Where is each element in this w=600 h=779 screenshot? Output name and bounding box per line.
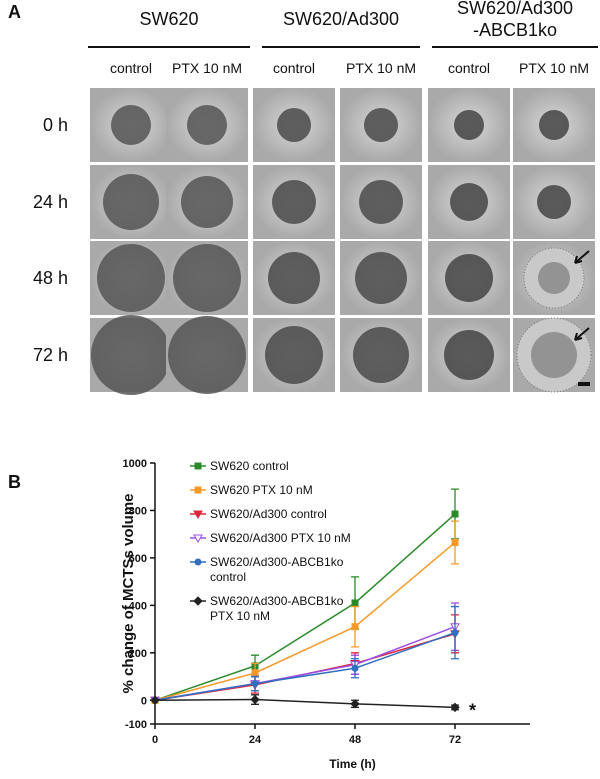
spheroid — [181, 176, 233, 228]
panel-label: A — [8, 2, 21, 22]
marker — [150, 695, 160, 705]
y-tick-label: 0 — [141, 695, 147, 707]
spheroid — [538, 262, 570, 294]
y-tick-label: 600 — [129, 553, 147, 565]
marker — [250, 694, 260, 705]
arrow — [574, 327, 590, 341]
line — [154, 626, 456, 702]
legend-label: SW620 control — [210, 459, 289, 473]
annotation: * — [469, 700, 476, 720]
x-axis-label: Time (h) — [329, 757, 375, 771]
marker — [451, 510, 459, 518]
legend-label: SW620/Ad300 PTX 10 nM — [210, 531, 351, 545]
spheroid — [531, 332, 577, 378]
legend-marker — [193, 596, 203, 606]
row-label: 24 h — [33, 192, 68, 212]
spheroid — [265, 326, 323, 384]
series — [150, 694, 460, 713]
marker — [351, 599, 359, 607]
row-label: 0 h — [43, 115, 68, 135]
y-tick-label: 1000 — [123, 458, 147, 470]
spheroid — [111, 105, 151, 145]
spheroid — [268, 252, 320, 304]
marker — [351, 664, 359, 672]
row-label: 72 h — [33, 345, 68, 365]
group-label: SW620 — [139, 9, 198, 29]
spheroid — [103, 174, 159, 230]
spheroid — [539, 110, 569, 140]
x-tick-label: 72 — [449, 734, 461, 746]
panel-label: B — [8, 472, 21, 492]
x-tick-label: 48 — [349, 734, 361, 746]
marker — [251, 669, 259, 677]
condition-label: control — [448, 60, 490, 76]
legend-label: SW620/Ad300 control — [210, 507, 327, 521]
spheroid — [450, 183, 488, 221]
spheroid — [91, 315, 171, 395]
marker — [450, 702, 460, 713]
row-label: 48 h — [33, 268, 68, 288]
legend-label: SW620 PTX 10 nM — [210, 483, 313, 497]
spheroid — [353, 327, 409, 383]
condition-label: control — [273, 60, 315, 76]
condition-label: PTX 10 nM — [519, 60, 589, 76]
scale-bar — [578, 382, 590, 386]
spheroid — [355, 252, 407, 304]
x-tick-label: 0 — [152, 734, 158, 746]
legend-marker — [193, 510, 203, 520]
line — [154, 631, 456, 702]
marker — [251, 680, 259, 688]
arrow — [574, 250, 590, 264]
spheroid — [359, 180, 403, 224]
spheroid — [444, 330, 494, 380]
y-tick-label: -100 — [125, 719, 147, 731]
legend-label: SW620/Ad300-ABCB1ko PTX 10 nM — [210, 594, 344, 623]
condition-label: PTX 10 nM — [346, 60, 416, 76]
spheroid — [454, 110, 484, 140]
y-tick-label: 200 — [129, 648, 147, 660]
line — [154, 541, 456, 701]
spheroid — [537, 185, 571, 219]
marker — [351, 623, 359, 631]
x-tick-label: 24 — [249, 734, 262, 746]
spheroid — [173, 244, 241, 312]
marker — [451, 538, 459, 546]
group-label: SW620/Ad300 -ABCB1ko — [457, 0, 573, 40]
condition-label: PTX 10 nM — [172, 60, 242, 76]
legend-label: SW620/Ad300-ABCB1ko control — [210, 555, 344, 584]
spheroid — [272, 180, 316, 224]
legend-marker — [194, 486, 202, 494]
spheroid — [97, 244, 165, 312]
condition-label: control — [110, 60, 152, 76]
line — [154, 513, 456, 701]
series — [151, 520, 459, 704]
marker — [350, 699, 360, 709]
legend-marker — [194, 462, 202, 470]
legend-marker — [193, 534, 203, 544]
spheroid — [445, 254, 493, 302]
series — [150, 614, 460, 706]
spheroid — [187, 105, 227, 145]
marker — [451, 629, 459, 637]
y-tick-label: 800 — [129, 505, 147, 517]
legend-marker — [194, 558, 202, 566]
y-tick-label: 400 — [129, 600, 147, 612]
group-label: SW620/Ad300 — [283, 9, 399, 29]
line — [154, 698, 456, 709]
spheroid — [277, 108, 311, 142]
y-axis-label: % change of MCTSs volume — [120, 493, 137, 693]
spheroid — [364, 108, 398, 142]
spheroid — [168, 316, 246, 394]
